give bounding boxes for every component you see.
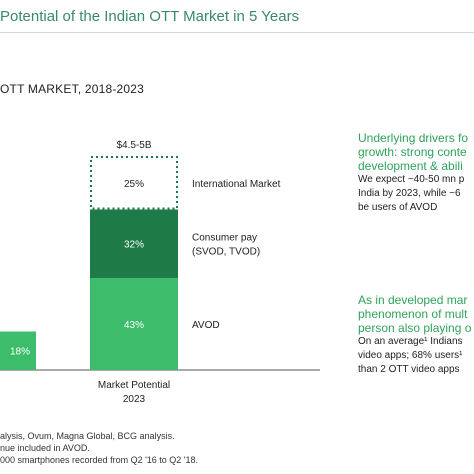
driver-body-1: We expect ~40-50 mn p India by 2023, whi… (358, 173, 474, 215)
bar-total-label: $4.5-5B (116, 140, 151, 151)
bar-segment-consumer-pay-svod-tvod- (90, 209, 178, 278)
data-label: 43% (124, 320, 144, 331)
x-tick-label: 2023 (123, 394, 146, 405)
legend-entry: (SVOD, TVOD) (192, 247, 260, 258)
source-note-line: alysis, Ovum, Magna Global, BCG analysis… (0, 431, 175, 441)
chart-title: OTT MARKET, 2018-2023 (0, 82, 145, 96)
x-tick-label: Market Potential (98, 380, 170, 391)
driver-heading-1: Underlying drivers fo growth: strong con… (358, 131, 474, 173)
driver-heading-line: person also playing o (358, 321, 472, 335)
driver-body-line: India by 2023, while ~6 (358, 188, 461, 199)
driver-heading-line: development & abili (358, 159, 463, 173)
driver-body-line: video apps; 68% users¹ (358, 350, 463, 361)
driver-body-line: be users of AVOD (358, 202, 438, 213)
driver-heading-line: As in developed mar (358, 293, 468, 307)
driver-body-line: We expect ~40-50 mn p (358, 174, 465, 185)
bar-segment-avod (0, 331, 36, 370)
driver-body-2: On an average¹ Indians video apps; 68% u… (358, 335, 474, 377)
source-note-line: nue included in AVOD. (0, 443, 90, 453)
legend-entry: AVOD (192, 320, 220, 331)
driver-block-2: As in developed mar phenomenon of mult p… (358, 293, 474, 377)
driver-heading-2: As in developed mar phenomenon of mult p… (358, 293, 474, 335)
driver-heading-line: Underlying drivers fo (358, 131, 469, 145)
driver-heading-line: phenomenon of mult (358, 307, 468, 321)
legend-entry: Consumer pay (192, 233, 257, 244)
data-label: 32% (124, 240, 144, 251)
source-notes: alysis, Ovum, Magna Global, BCG analysis… (0, 430, 198, 466)
bar-segment-avod (90, 277, 178, 370)
bar-segment-international-market (90, 156, 178, 210)
driver-body-line: On an average¹ Indians (358, 336, 463, 347)
data-label: 18% (10, 347, 30, 358)
driver-block-1: Underlying drivers fo growth: strong con… (358, 131, 474, 215)
page-title: Potential of the Indian OTT Market in 5 … (0, 8, 300, 25)
title-divider (0, 32, 474, 33)
legend-entry: International Market (192, 179, 281, 190)
driver-body-line: than 2 OTT video apps (358, 364, 460, 375)
driver-heading-line: growth: strong conte (358, 145, 467, 159)
data-label: 25% (124, 179, 144, 190)
source-note-line: 000 smartphones recorded from Q2 '16 to … (0, 455, 199, 465)
